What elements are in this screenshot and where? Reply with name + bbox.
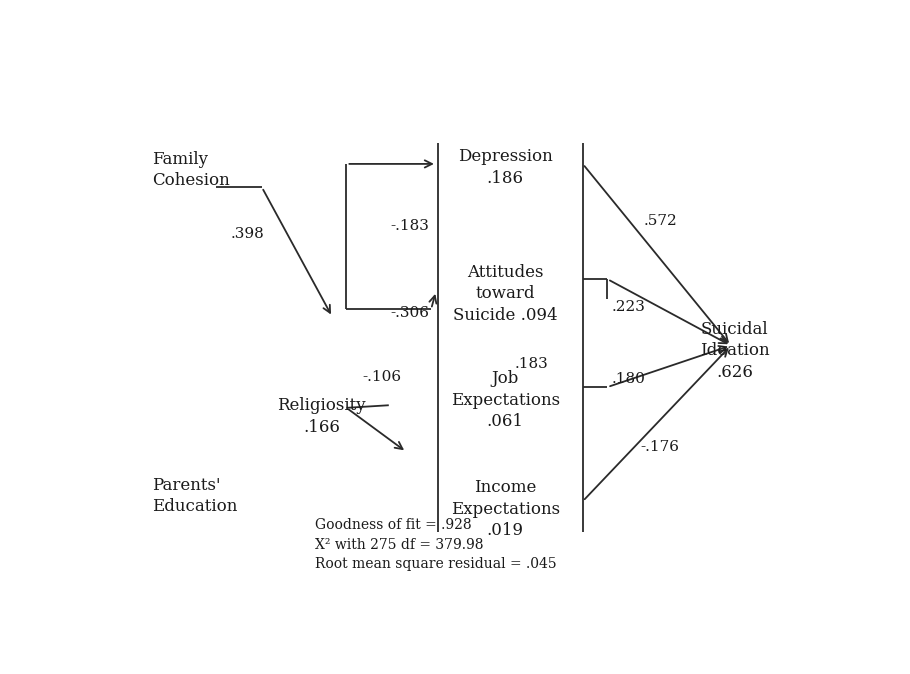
- Text: Religiosity
.166: Religiosity .166: [278, 398, 366, 436]
- Text: Suicidal
Ideation
.626: Suicidal Ideation .626: [700, 321, 769, 381]
- Text: Income
Expectations
.019: Income Expectations .019: [450, 479, 560, 539]
- Text: -.106: -.106: [362, 370, 401, 384]
- Text: Parents'
Education: Parents' Education: [153, 477, 238, 516]
- Text: Goodness of fit = .928
X² with 275 df = 379.98
Root mean square residual = .045: Goodness of fit = .928 X² with 275 df = …: [315, 518, 556, 572]
- Text: .223: .223: [612, 300, 645, 313]
- Text: Depression
.186: Depression .186: [458, 148, 552, 187]
- Text: .398: .398: [231, 227, 265, 241]
- Text: -.306: -.306: [390, 307, 430, 320]
- Text: .180: .180: [612, 372, 645, 386]
- Text: -.176: -.176: [641, 439, 680, 454]
- Text: Family
Cohesion: Family Cohesion: [153, 151, 230, 189]
- Text: .572: .572: [643, 214, 677, 228]
- Text: .183: .183: [514, 357, 548, 371]
- Text: -.183: -.183: [390, 219, 430, 233]
- Text: Job
Expectations
.061: Job Expectations .061: [450, 370, 560, 430]
- Text: Attitudes
toward
Suicide .094: Attitudes toward Suicide .094: [453, 264, 558, 324]
